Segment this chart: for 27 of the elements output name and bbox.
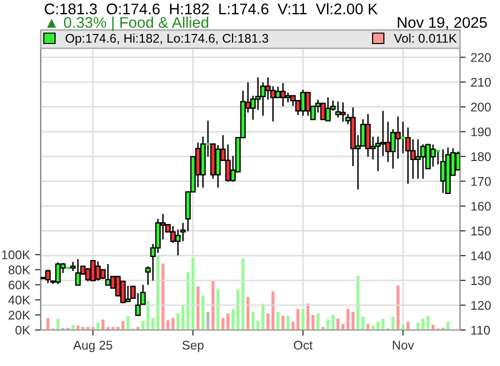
y2-tick-label: 80K	[8, 266, 30, 274]
y-tick-label: 120	[471, 301, 491, 310]
legend-label: Op:174.6, Hi:182, Lo:174.6, Cl:181.3	[66, 34, 268, 46]
y-tick-label: 170	[471, 177, 491, 186]
y2-tick-label: 0K	[15, 326, 30, 335]
y-tick-label: 130	[471, 276, 491, 286]
y2-tick-label: 40K	[8, 296, 30, 304]
y-tick-label: 180	[471, 152, 491, 162]
x-tick-label: Nov	[392, 340, 414, 350]
y-tick-label: 160	[471, 202, 491, 211]
y-tick-label: 220	[471, 53, 491, 62]
y-tick-label: 150	[471, 226, 491, 236]
x-tick-label: Oct	[294, 340, 313, 350]
y-tick-label: 110	[471, 326, 490, 335]
annotation: ▲ 0.33% | Food & Allied	[47, 16, 208, 31]
text: Nov 19, 2025	[398, 17, 487, 30]
y-tick-label: 140	[471, 251, 491, 260]
y-tick-label: 190	[471, 127, 491, 136]
y2-tick-label: 100K	[2, 250, 30, 260]
y-tick-label: 200	[471, 102, 491, 112]
legend-label: Vol: 0.011K	[394, 34, 457, 43]
x-tick-label: Sep	[182, 340, 204, 352]
y2-tick-label: 60K	[8, 280, 30, 290]
x-tick-label: Aug 25	[73, 340, 112, 352]
y2-tick-label: 20K	[8, 310, 30, 320]
y-tick-label: 210	[471, 78, 491, 87]
text: C:181.3 O:174.6 H:182 L:174.6 V:11 Vl:2.00 K	[44, 3, 378, 14]
